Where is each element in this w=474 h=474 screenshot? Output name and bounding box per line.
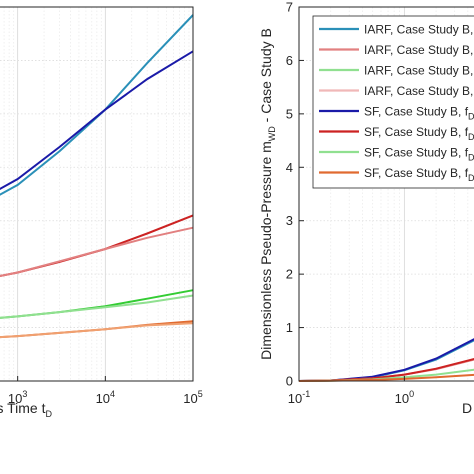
right-series-lines [298,338,474,382]
left-x-tick-label: 104 [96,389,115,406]
left-series-line-4 [0,226,194,278]
legend-entry: IARF, Case Study B, f [364,43,474,57]
right-y-tick-label: 6 [286,53,293,68]
right-x-axis-label: D [462,400,472,416]
right-plot: 10-110010101234567 Dimensionless Pseudo-… [258,0,474,416]
right-y-tick-label: 4 [286,160,293,175]
legend-box [312,15,474,189]
legend-entry: IARF, Case Study B, f [364,84,474,98]
right-x-tick-label: 10-1 [288,389,310,406]
legend-entry: IARF, Case Study B, f [364,64,474,78]
right-y-tick-label: 0 [286,374,293,389]
left-series-line-2 [0,50,194,191]
left-x-axis-label: Dimensionless Time tD [0,400,53,419]
left-x-tick-label: 105 [183,389,202,406]
right-tick-labels: 10-110010101234567 [286,0,414,406]
right-y-tick-label: 1 [286,320,293,335]
left-series-lines [0,14,194,339]
left-axes-box [0,6,194,382]
left-x-tick-label: 103 [8,389,27,406]
right-y-tick-label: 3 [286,213,293,228]
right-y-tick-label: 5 [286,106,293,121]
right-x-tick-label: 100 [395,389,414,406]
left-series-line-8 [0,322,194,339]
left-series-line-6 [0,294,194,319]
right-legend: IARF, Case Study B, f IARF, Case Study B,… [312,15,474,189]
right-axes-box [298,6,474,382]
legend-entry: SF, Case Study B, fD [364,105,474,122]
legend-entry: SF, Case Study B, fD [364,166,474,183]
legend-entry: SF, Case Study B, fD [364,146,474,163]
left-tick-labels: 103 104 105 [8,376,203,406]
left-grid [0,6,194,382]
left-plot: 103 104 105 Dimensionless Time tD [0,6,203,419]
right-y-tick-label: 2 [286,267,293,282]
left-series-line-1 [0,14,194,196]
legend-entry: SF, Case Study B, fD [364,125,474,142]
right-y-tick-label: 7 [286,0,293,15]
right-y-axis-label: Dimensionless Pseudo-Pressure mWD - Case… [258,28,277,360]
legend-entry: IARF, Case Study B, f [364,23,474,37]
